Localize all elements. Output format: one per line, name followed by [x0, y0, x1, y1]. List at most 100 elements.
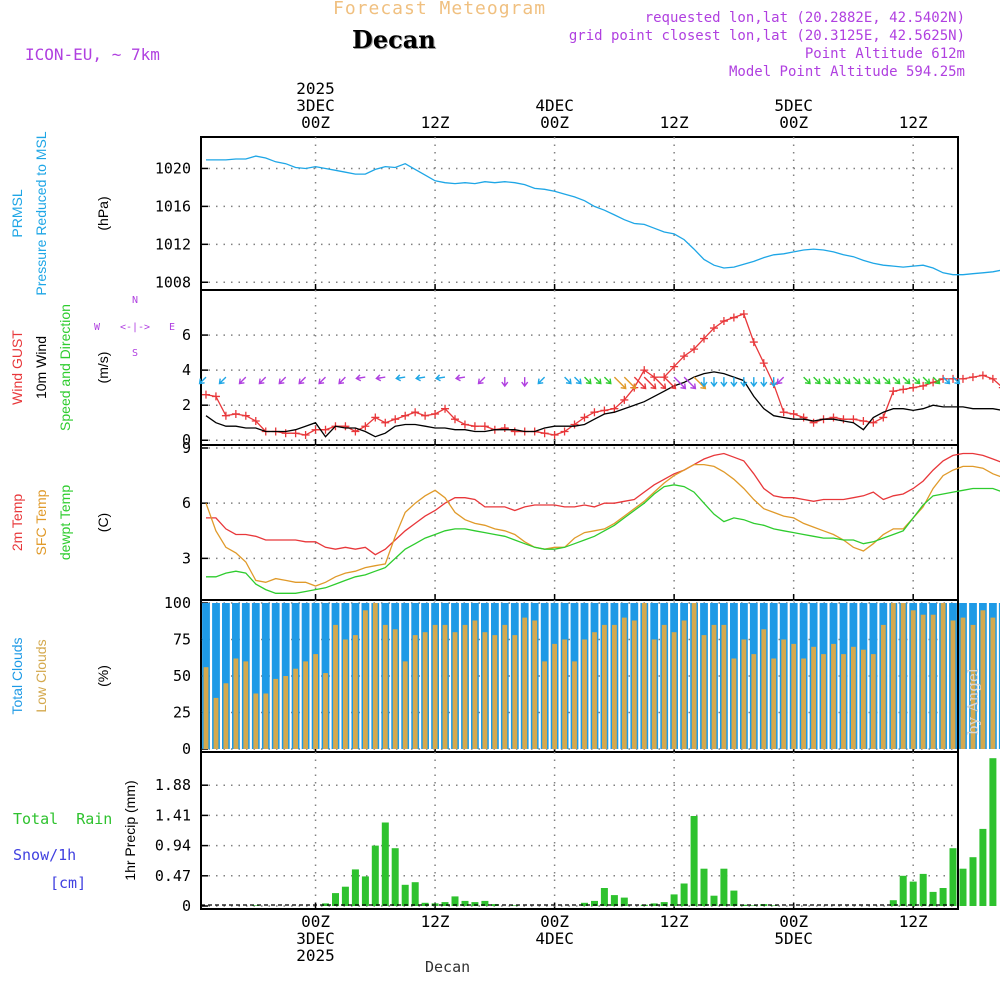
compass-east: E [169, 322, 175, 333]
gridpoint-coords: grid point closest lon,lat (20.3125E, 42… [568, 28, 965, 44]
top-time-label: 12Z [421, 113, 450, 132]
bar-1hr-precip [969, 857, 977, 906]
bar-total-clouds [251, 603, 260, 749]
bar-low-clouds [492, 635, 498, 749]
wind-direction-arrow [574, 376, 582, 385]
bar-low-clouds [681, 620, 687, 749]
bar-1hr-precip [710, 895, 718, 906]
top-time-label: 3DEC [296, 96, 335, 115]
bar-1hr-precip [720, 868, 728, 906]
wind-direction-arrow [730, 377, 738, 388]
y-tick-label: 25 [173, 704, 191, 722]
bar-low-clouds [552, 643, 557, 749]
bar-1hr-precip [700, 868, 708, 906]
bar-low-clouds [462, 624, 468, 749]
bar-low-clouds [870, 654, 876, 749]
bar-low-clouds [283, 676, 289, 749]
top-time-label: 00Z [301, 113, 330, 132]
panel-label: PRMSL [9, 189, 25, 237]
gust-marker [371, 413, 380, 422]
snow-legend: Snow/1h [13, 846, 77, 864]
bar-total-clouds [998, 603, 1000, 749]
bar-low-clouds [233, 658, 239, 749]
bar-1hr-precip [750, 905, 758, 906]
bar-low-clouds [333, 624, 338, 749]
series-dewpt-temp [206, 484, 1000, 594]
bar-low-clouds [392, 629, 398, 749]
bottom-time-label: 12Z [899, 912, 928, 931]
gust-marker [958, 374, 967, 383]
bar-1hr-precip [491, 904, 499, 906]
bar-low-clouds [861, 649, 866, 749]
bar-low-clouds [711, 624, 717, 749]
bar-low-clouds [273, 678, 279, 749]
gust-marker [351, 427, 360, 436]
compass-west: W [94, 322, 101, 333]
panel-wind [198, 289, 1000, 446]
bar-1hr-precip [441, 902, 449, 906]
top-time-label: 5DEC [774, 96, 813, 115]
wind-direction-arrow [454, 374, 466, 382]
bar-low-clouds [293, 668, 298, 749]
series-prmsl [206, 155, 1000, 276]
wind-direction-arrow [613, 376, 627, 390]
wind-direction-arrow [683, 376, 697, 390]
series-10m-wind [205, 371, 1000, 438]
compass-north: N [132, 295, 138, 306]
wind-direction-arrow [760, 377, 768, 388]
bar-low-clouds [432, 624, 438, 749]
gust-marker [231, 409, 240, 418]
y-tick-label: 6 [182, 494, 191, 512]
bottom-time-label: 00Z [779, 912, 808, 931]
bar-low-clouds [612, 624, 617, 749]
bar-low-clouds [920, 614, 926, 749]
wind-direction-arrow [663, 376, 677, 390]
bar-1hr-precip [600, 888, 608, 906]
model-label: ICON-EU, ~ 7km [25, 45, 160, 64]
gust-marker [450, 415, 459, 424]
bar-low-clouds [980, 610, 986, 749]
chart-title: Forecast Meteogram [333, 0, 547, 19]
gust-marker [570, 420, 579, 429]
panel-label: 1hr Precip (mm) [122, 780, 138, 880]
gust-marker [978, 371, 987, 380]
panel-frame [200, 444, 959, 601]
series-2m-temp [206, 452, 1000, 556]
y-tick-label: 0 [182, 431, 191, 449]
bar-low-clouds [532, 620, 538, 749]
top-time-label: 00Z [540, 113, 569, 132]
gust-marker [600, 406, 609, 415]
rain-legend: Total Rain [13, 810, 113, 828]
y-tick-label: 0.47 [155, 867, 191, 885]
bar-low-clouds [592, 632, 597, 749]
panel-label: (C) [95, 513, 111, 532]
bar-low-clouds [422, 632, 428, 749]
bottom-time-label: 3DEC [296, 929, 335, 948]
wind-direction-arrow [803, 376, 811, 385]
panel-label: (m/s) [95, 352, 111, 384]
wind-direction-arrow [852, 376, 861, 385]
bar-low-clouds [811, 646, 816, 749]
gust-marker [889, 387, 898, 396]
panel-label: (hPa) [95, 196, 111, 230]
gust-marker [391, 415, 400, 424]
bar-1hr-precip [770, 905, 778, 906]
gust-marker [899, 385, 908, 394]
bar-low-clouds [801, 658, 806, 749]
bar-1hr-precip [660, 902, 668, 906]
gust-marker [281, 429, 290, 438]
bottom-time-label: 00Z [540, 912, 569, 931]
gust-marker [909, 383, 918, 392]
bar-1hr-precip [929, 891, 937, 906]
panel-label: Wind GUST [9, 330, 25, 405]
bar-low-clouds [900, 603, 906, 749]
panel-temp [200, 444, 1000, 601]
gust-marker [859, 416, 868, 425]
bar-low-clouds [721, 624, 727, 749]
wind-direction-arrow [477, 376, 486, 385]
wind-direction-arrow [710, 377, 718, 388]
bar-1hr-precip [381, 822, 389, 906]
bar-low-clouds [701, 635, 707, 749]
wind-direction-arrow [740, 377, 748, 388]
